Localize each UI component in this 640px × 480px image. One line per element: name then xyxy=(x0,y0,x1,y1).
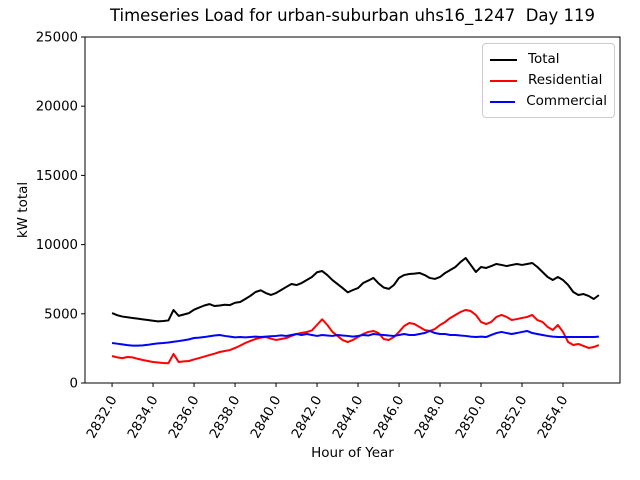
x-tick-label: 2840.0 xyxy=(248,394,284,442)
legend-item-commercial: Commercial xyxy=(490,91,607,112)
legend-label-residential: Residential xyxy=(528,72,603,88)
legend: Total Residential Commercial xyxy=(482,43,615,118)
x-tick-label: 2842.0 xyxy=(289,394,325,442)
x-tick-label: 2850.0 xyxy=(453,393,489,441)
x-tick-label: 2838.0 xyxy=(207,394,243,442)
x-tick-label: 2848.0 xyxy=(412,394,448,442)
x-tick-label: 2846.0 xyxy=(371,394,407,442)
x-tick-label: 2834.0 xyxy=(125,394,161,442)
legend-item-total: Total xyxy=(490,49,607,70)
legend-label-commercial: Commercial xyxy=(526,93,607,109)
chart-title: Timeseries Load for urban-suburban uhs16… xyxy=(109,6,596,25)
axes-frame xyxy=(84,36,621,384)
y-tick-label: 25000 xyxy=(36,31,78,46)
commercial-line-swatch xyxy=(490,100,516,103)
series-line-residential xyxy=(111,308,600,365)
y-tick-label: 0 xyxy=(70,377,78,392)
y-tick-label: 15000 xyxy=(36,169,78,184)
y-tick-label: 10000 xyxy=(36,238,78,253)
x-tick-label: 2844.0 xyxy=(330,394,366,442)
x-tick-label: 2836.0 xyxy=(166,394,202,442)
y-axis-label: kW total xyxy=(15,181,31,239)
x-tick-label: 2832.0 xyxy=(84,394,120,442)
series-line-commercial xyxy=(111,329,599,347)
y-tick-label: 5000 xyxy=(44,307,78,322)
legend-item-residential: Residential xyxy=(490,70,607,91)
total-line-swatch xyxy=(490,58,517,61)
y-tick-label: 20000 xyxy=(36,100,78,115)
x-tick-label: 2854.0 xyxy=(535,394,571,442)
x-axis-label: Hour of Year xyxy=(311,445,394,461)
x-tick-label: 2852.0 xyxy=(494,394,530,442)
legend-label-total: Total xyxy=(528,51,560,67)
residential-line-swatch xyxy=(490,79,517,82)
series-line-total xyxy=(111,257,600,323)
